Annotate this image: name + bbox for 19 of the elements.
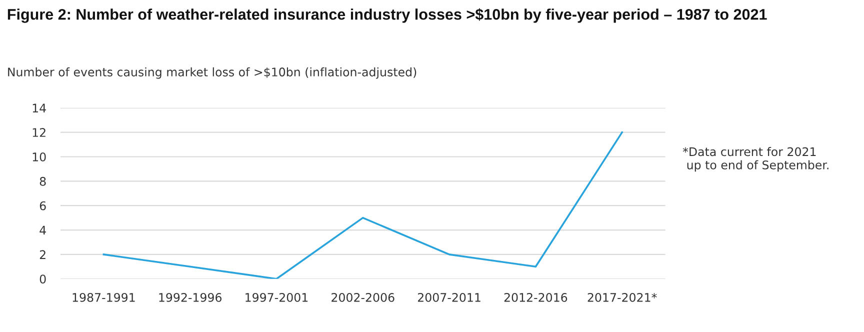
y-tick-label: 4: [40, 226, 46, 235]
y-axis-title: Number of events causing market loss of >$10bn (inflation-adjusted): [8, 67, 416, 79]
y-tick-label: 12: [32, 128, 46, 137]
y-tick-label: 14: [32, 104, 46, 112]
y-tick-label: 0: [40, 274, 46, 284]
x-tick-label: 1987-1991: [72, 292, 135, 302]
y-tick-label: 6: [40, 201, 46, 210]
y-tick-label: 8: [40, 176, 46, 186]
line-series: [102, 131, 623, 279]
y-tick-label: 2: [40, 250, 46, 259]
x-tick-label: 2002-2006: [332, 292, 394, 302]
y-tick-label: 10: [32, 152, 46, 162]
x-tick-label: 2017-2021*: [588, 292, 657, 302]
x-tick-label: 2012-2016: [504, 292, 568, 302]
x-tick-label: 1997-2001: [246, 292, 308, 302]
x-tick-label: 2007-2011: [418, 292, 480, 302]
text: *Data current for 2021 up to end of September.: [682, 147, 828, 172]
x-tick-label: 1992-1996: [159, 292, 222, 302]
chart-title: Figure 2: Number of weather-related insurance industry losses >$10bn by five-year period – 1987 to 2021: [8, 8, 767, 23]
